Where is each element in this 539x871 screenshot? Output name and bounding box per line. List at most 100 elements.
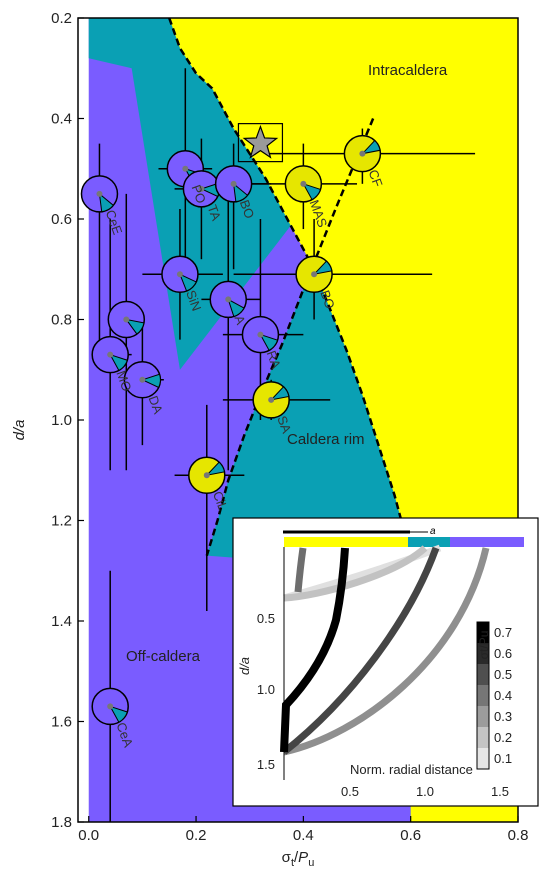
point-label: CF xyxy=(366,168,386,189)
colorbar-tick-label: 0.5 xyxy=(494,667,512,682)
inset-colorbar: 0.7 0.6 0.5 0.4 0.3 0.2 0.1 xyxy=(476,621,512,770)
x-tick-label: 0.0 xyxy=(78,827,99,844)
inset-curve-0.4 xyxy=(281,546,440,755)
data-point-center xyxy=(139,376,146,383)
y-tick-label: 0.6 xyxy=(51,211,72,228)
data-point-center xyxy=(107,703,114,710)
colorbar-swatch xyxy=(477,622,489,643)
data-point-wedge xyxy=(312,260,333,276)
inset-band-off-caldera xyxy=(450,537,524,547)
inset-scale-label: a xyxy=(430,526,436,537)
boundary-upper xyxy=(168,18,412,556)
region-label-intracaldera: Intracaldera xyxy=(368,62,448,79)
inset-x-label: Norm. radial distance xyxy=(350,762,473,777)
point-label: CiL xyxy=(210,489,231,512)
data-point-center xyxy=(257,331,264,338)
data-point-wedge xyxy=(232,182,249,203)
x-tick-label: 0.2 xyxy=(186,827,207,844)
y-tick-label: 0.8 xyxy=(51,312,72,329)
data-point-wedge xyxy=(227,298,245,318)
colorbar-label: σt/Pu xyxy=(477,631,491,660)
data-point-center xyxy=(198,185,205,192)
inset-y-label: d/a xyxy=(237,657,252,675)
data-point-wedge xyxy=(259,333,279,352)
inset-band-caldera-rim xyxy=(408,537,450,547)
x-tick-label: 0.4 xyxy=(293,827,314,844)
point-label: RA xyxy=(264,348,284,370)
x-axis-label-slash: / xyxy=(294,849,299,866)
y-tick-label: 1.0 xyxy=(51,412,72,429)
x-axis-label-sub-u: u xyxy=(308,857,314,869)
inset-xtick-0.5: 0.5 xyxy=(341,784,359,799)
x-axis-label-sub-t: t xyxy=(291,857,294,869)
y-tick-label: 1.6 xyxy=(51,714,72,731)
inset-curve-0.2 xyxy=(283,545,428,602)
x-axis-ticks: 0.0 0.2 0.4 0.6 0.8 xyxy=(78,816,528,844)
points-layer xyxy=(80,123,382,726)
data-point-wedge xyxy=(179,273,197,292)
data-point-wedge xyxy=(125,318,145,335)
x-axis-label: σt/Pu xyxy=(282,849,315,869)
point-label: BO xyxy=(237,198,258,221)
colorbar-tick-label: 0.3 xyxy=(494,709,512,724)
colorbar-tick-label: 0.4 xyxy=(494,688,512,703)
data-point-center xyxy=(176,271,183,278)
point-label: PO xyxy=(188,183,209,206)
data-point-center xyxy=(230,180,237,187)
x-axis-label-P: P xyxy=(298,849,308,866)
point-label: DA xyxy=(146,394,166,416)
region-label-caldera-rim: Caldera rim xyxy=(287,431,365,448)
inset-curve-0.3 xyxy=(283,547,490,756)
point-label: TA xyxy=(205,203,225,223)
region-label-off-caldera: Off-caldera xyxy=(126,648,201,665)
data-point-center xyxy=(96,190,103,197)
x-tick-label: 0.6 xyxy=(400,827,421,844)
data-point-center xyxy=(359,150,366,157)
star-box xyxy=(237,123,284,163)
star-marker xyxy=(242,124,279,159)
y-axis-ticks: 0.2 0.4 0.6 0.8 1.0 1.2 1.4 1.6 1.8 xyxy=(51,10,84,831)
y-tick-label: 1.2 xyxy=(51,513,72,530)
point-label: SA xyxy=(274,414,294,436)
inset-ytick-1.5: 1.5 xyxy=(257,757,275,772)
inset-band-intracaldera xyxy=(284,537,408,547)
y-axis-label: d/a xyxy=(11,420,28,441)
data-point-wedge xyxy=(360,139,381,155)
point-label: BO xyxy=(317,288,338,311)
data-point-center xyxy=(203,472,210,479)
y-tick-label: 1.4 xyxy=(51,613,72,630)
data-point-wedge xyxy=(269,386,290,401)
inset-xtick-1.0: 1.0 xyxy=(416,784,434,799)
point-label: SiN xyxy=(183,288,204,313)
data-point-wedge xyxy=(141,373,161,389)
data-point-center xyxy=(300,180,307,187)
data-point-wedge xyxy=(205,461,226,477)
data-point-center xyxy=(268,396,275,403)
inset-ytick-1.0: 1.0 xyxy=(257,682,275,697)
colorbar-swatch xyxy=(477,727,489,748)
y-tick-label: 0.2 xyxy=(51,10,72,27)
colorbar-swatch xyxy=(477,643,489,664)
x-tick-label: 0.8 xyxy=(508,827,529,844)
point-label: MO xyxy=(113,369,134,394)
colorbar-frame xyxy=(476,621,490,770)
data-point-center xyxy=(311,271,318,278)
colorbar-tick-label: 0.2 xyxy=(494,730,512,745)
data-point-wedge xyxy=(109,705,128,723)
data-point-center xyxy=(107,351,114,358)
data-point-wedge xyxy=(109,353,128,372)
inset-curve-0.7 xyxy=(280,547,349,753)
inset-panel: a 0.5 1.0 1.5 d/a Norm. radial distance … xyxy=(232,517,539,807)
y-tick-label: 1.8 xyxy=(51,814,72,831)
inset-xtick-1.5: 1.5 xyxy=(491,784,509,799)
region-layer xyxy=(78,18,518,822)
colorbar-tick-label: 0.6 xyxy=(494,646,512,661)
colorbar-tick-label: 0.1 xyxy=(494,751,512,766)
colorbar-swatch xyxy=(477,685,489,706)
data-point-center xyxy=(225,296,232,303)
data-point-wedge xyxy=(98,192,115,213)
colorbar-swatch xyxy=(477,706,489,727)
colorbar-swatch xyxy=(477,748,489,769)
